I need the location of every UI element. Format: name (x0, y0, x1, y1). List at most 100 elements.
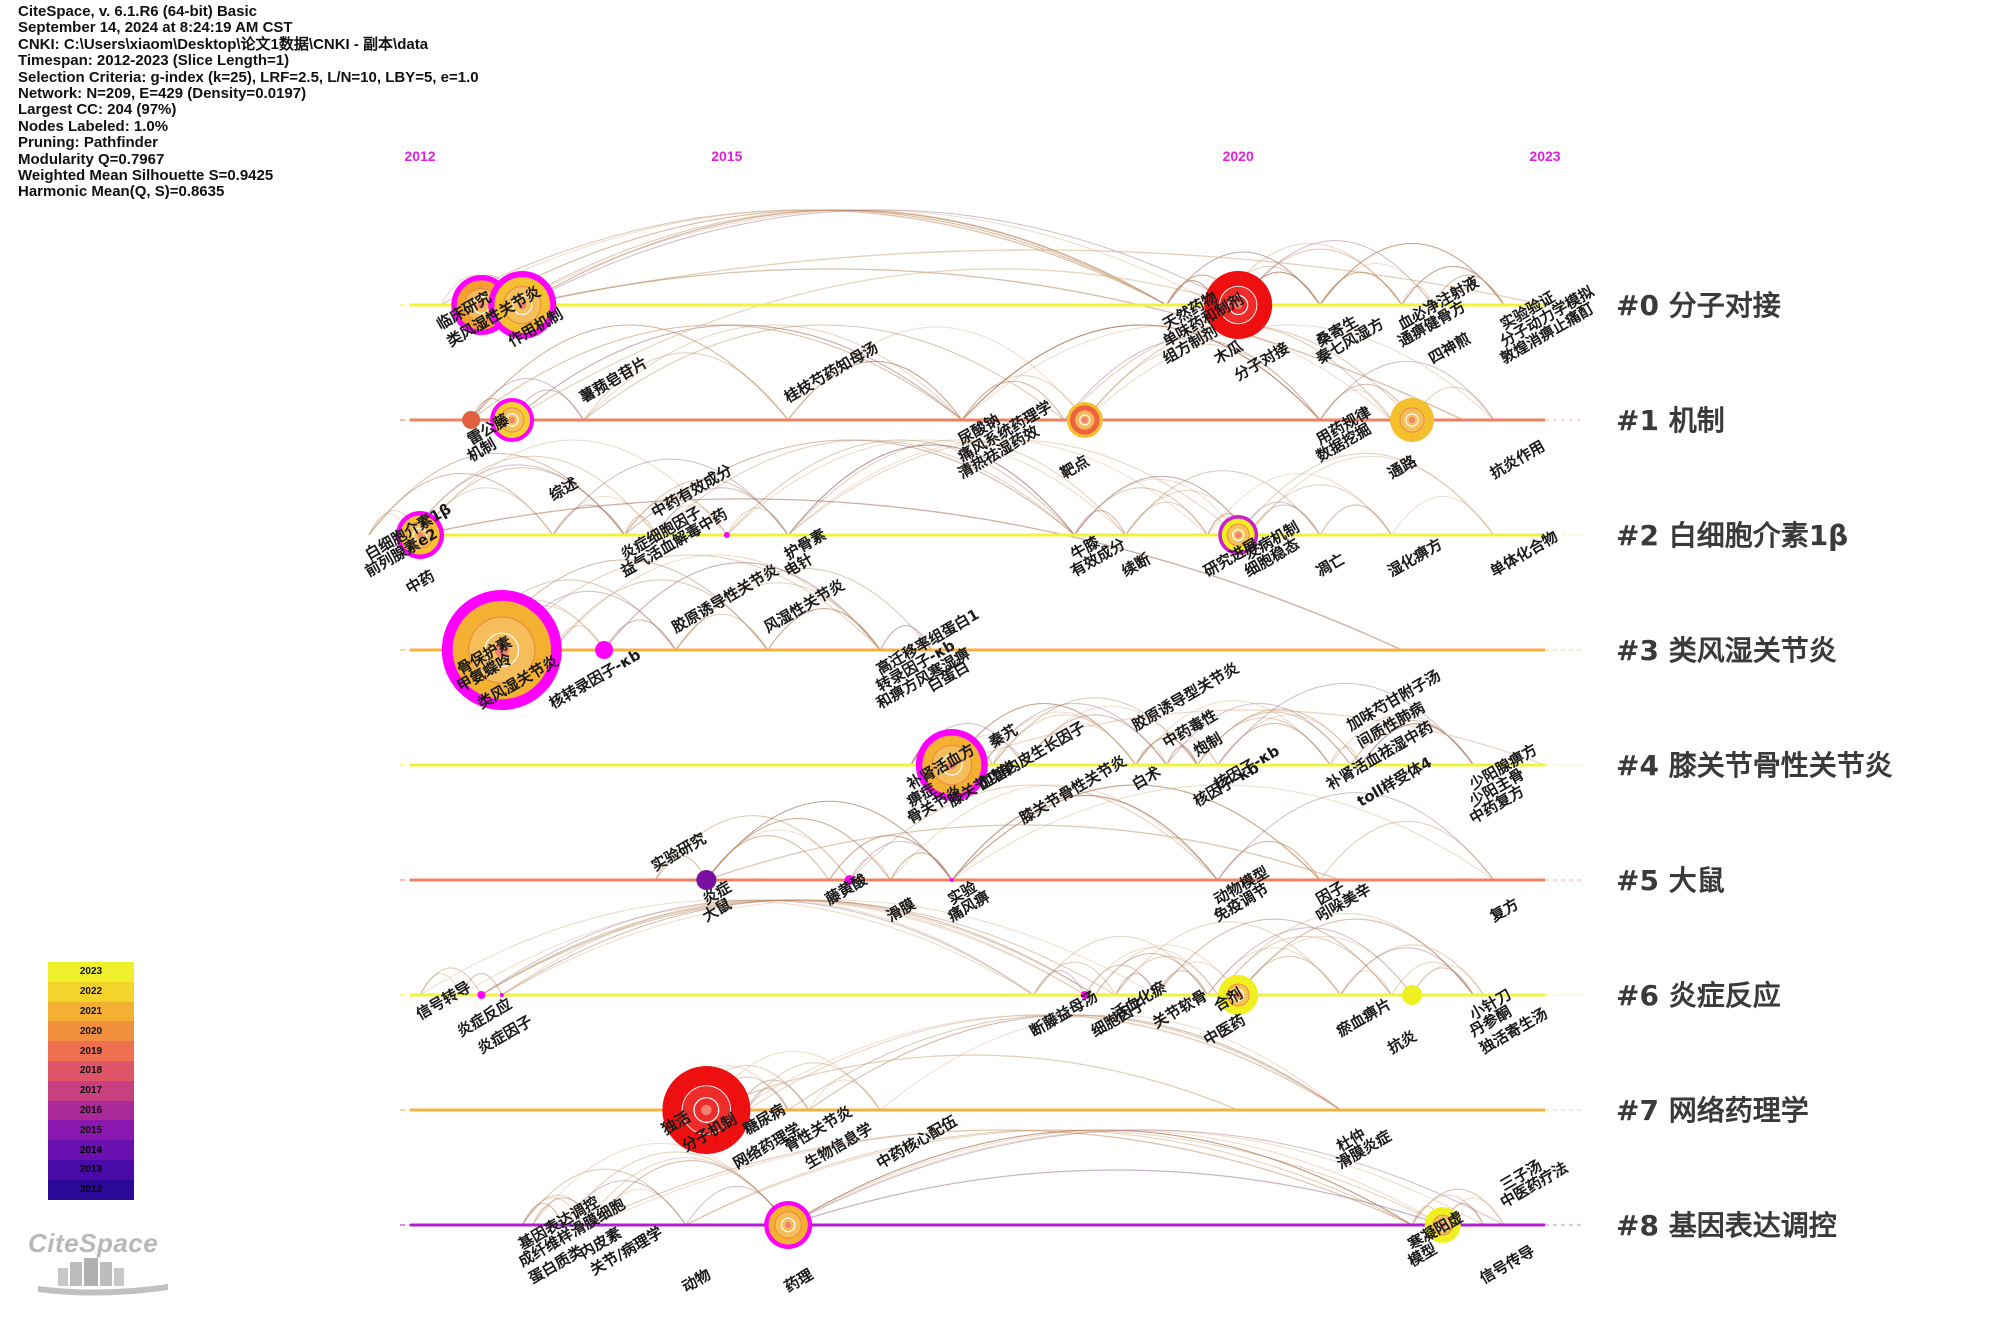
keyword-label-c5-4[interactable]: 滑膜 (883, 895, 918, 926)
node-c5-2[interactable] (949, 878, 954, 882)
keyword-label-c4-7[interactable]: 白术 (1129, 763, 1164, 794)
keyword-label-c2-3[interactable]: 综述 (546, 474, 581, 505)
node-c5-1[interactable] (844, 875, 855, 885)
citation-arc (419, 899, 1034, 996)
node-ring (1080, 991, 1089, 999)
keyword-label-c1-11[interactable]: 抗炎作用 (1487, 437, 1548, 483)
citation-arc (705, 835, 830, 881)
node-c6-3[interactable] (1218, 975, 1259, 1015)
cluster-label-7[interactable]: #7 网络药理学 (1616, 1094, 1809, 1127)
node-c6-1[interactable] (499, 993, 504, 997)
keyword-label-c6-8[interactable]: 中医药 (1201, 1011, 1249, 1049)
info-line: Timespan: 2012-2023 (Slice Length=1) (18, 52, 290, 70)
citation-arc (787, 1129, 1443, 1226)
node-c8-1[interactable] (764, 1201, 813, 1249)
node-c1-1[interactable] (490, 398, 535, 442)
keyword-label-c1-7[interactable]: 靶点 (1057, 452, 1092, 483)
keyword-label-c8-9[interactable]: 信号传导 (1477, 1242, 1538, 1288)
citation-arc (951, 784, 1321, 881)
citation-arc (1340, 947, 1474, 996)
keyword-label-c8-6[interactable]: 药理 (781, 1265, 816, 1296)
cluster-label-1[interactable]: #1 机制 (1616, 404, 1725, 437)
citation-arc (1247, 504, 1321, 536)
info-line: Network: N=209, E=429 (Density=0.0197) (18, 85, 307, 103)
legend-year-2016: 2016 (48, 1100, 134, 1121)
keyword-label-c1-3[interactable]: 桂枝芍药知母汤 (780, 338, 881, 407)
citation-arc (890, 852, 953, 881)
keyword-label-c6-10[interactable]: 抗炎 (1385, 1027, 1420, 1058)
node-c5-0[interactable] (696, 870, 717, 890)
keyword-label-c5-0[interactable]: 实验研究 (648, 829, 709, 875)
node-c1-2[interactable] (1066, 402, 1103, 438)
keyword-label-c6-0[interactable]: 信号转导 (413, 978, 474, 1024)
node-c3-1[interactable] (595, 641, 614, 659)
citation-arc (787, 439, 1127, 536)
keyword-label-c5-11[interactable]: 复方 (1486, 895, 1522, 926)
node-center (509, 417, 516, 423)
node-c6-4[interactable] (1402, 985, 1423, 1005)
info-line: Modularity Q=0.7967 (18, 150, 165, 168)
info-line: CiteSpace, v. 6.1.R6 (64-bit) Basic (18, 3, 257, 20)
citation-arc (1319, 389, 1393, 421)
citation-arc (481, 899, 1116, 996)
citation-arc (562, 1180, 687, 1226)
node-c8-2[interactable] (1424, 1207, 1461, 1243)
citation-arc (624, 478, 789, 536)
citation-arc (1022, 723, 1137, 766)
node-center-ring (512, 294, 533, 316)
keyword-label-c3-5[interactable]: 风湿性关节炎 (761, 576, 848, 637)
citation-arc (511, 209, 1167, 306)
node-c1-0[interactable] (462, 411, 481, 429)
citation-arc (1115, 921, 1341, 996)
node-c2-1[interactable] (1218, 515, 1259, 555)
node-center (701, 1104, 712, 1116)
logo-books-icon (38, 1258, 168, 1296)
node-c6-0[interactable] (477, 991, 486, 999)
keyword-label-c1-2[interactable]: 薯蓣皂苷片 (576, 353, 651, 407)
citation-arc (1166, 251, 1321, 306)
node-c3-0[interactable] (441, 590, 562, 710)
keyword-label-c0-12[interactable]: 四神煎 (1426, 329, 1474, 367)
node-c6-2[interactable] (1080, 991, 1089, 999)
node-c7-0[interactable] (662, 1066, 751, 1154)
citation-arc (1196, 708, 1362, 766)
citation-arc (440, 209, 1167, 306)
cluster-label-4[interactable]: #4 膝关节骨性关节炎 (1616, 749, 1893, 782)
node-c8-0[interactable] (560, 1222, 567, 1228)
citation-arc (532, 1142, 789, 1226)
citation-arc (409, 464, 625, 536)
keyword-label-c2-16[interactable]: 湿化痹方 (1385, 535, 1446, 581)
keyword-label-c8-5[interactable]: 动物 (679, 1265, 714, 1296)
cluster-label-0[interactable]: #0 分子对接 (1616, 289, 1781, 322)
node-center-ring (1231, 528, 1245, 542)
keyword-label-c2-11[interactable]: 续断 (1119, 550, 1154, 581)
cluster-label-8[interactable]: #8 基因表达调控 (1616, 1209, 1837, 1242)
cluster-label-5[interactable]: #5 大鼠 (1616, 864, 1725, 897)
node-c0-1[interactable] (488, 271, 557, 339)
info-line: Nodes Labeled: 1.0% (18, 117, 169, 135)
citation-arc (992, 714, 1137, 766)
citation-arc (552, 579, 769, 651)
citation-arc (726, 439, 1075, 536)
node-c2-2[interactable] (723, 532, 730, 538)
node-c4-0[interactable] (915, 729, 988, 801)
node-c1-3[interactable] (1390, 398, 1435, 442)
cluster-label-2[interactable]: #2 白细胞介素1β (1616, 519, 1848, 552)
keyword-label-c2-15[interactable]: 凋亡 (1313, 550, 1348, 581)
citation-arc (828, 835, 953, 881)
citation-arc-long (522, 268, 1464, 421)
node-core (463, 412, 479, 428)
node-c2-0[interactable] (396, 511, 444, 559)
citation-arc (951, 784, 1321, 881)
cluster-label-6[interactable]: #6 炎症反应 (1616, 979, 1781, 1012)
citation-arc (562, 1151, 789, 1226)
citation-arc (532, 1205, 564, 1226)
node-center (1235, 992, 1242, 998)
citation-arc (1432, 274, 1505, 306)
citation-arc (501, 899, 1157, 996)
keyword-label-c6-9[interactable]: 瘀血痹片 (1333, 995, 1394, 1041)
node-center (1234, 300, 1243, 310)
node-c0-2[interactable] (1204, 271, 1273, 339)
keyword-label-c2-2[interactable]: 中药 (403, 567, 438, 598)
cluster-label-3[interactable]: #3 类风湿关节炎 (1616, 634, 1837, 667)
